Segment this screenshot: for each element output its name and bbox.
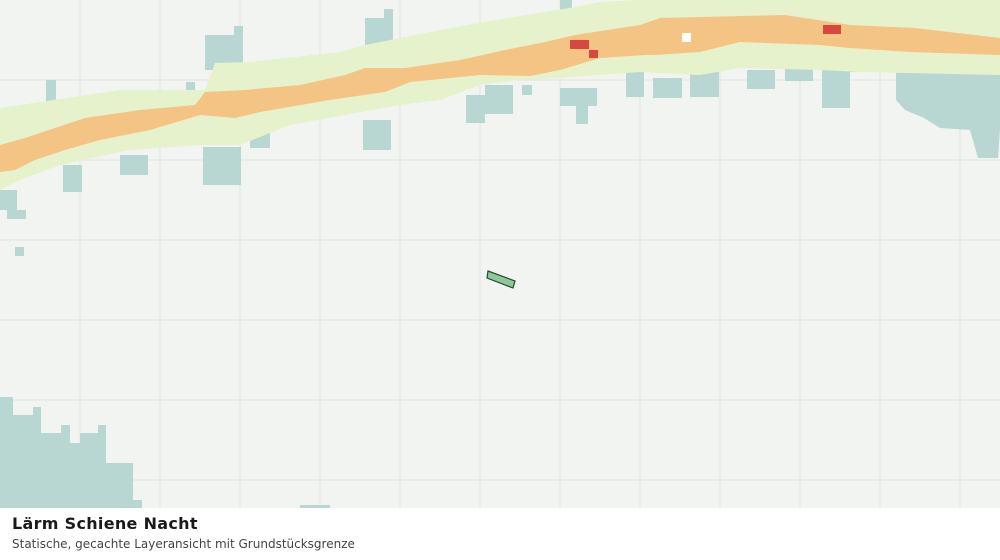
gap xyxy=(682,33,691,42)
layer-title: Lärm Schiene Nacht xyxy=(12,514,198,533)
noise-zone-high xyxy=(570,25,841,58)
teal-areas xyxy=(0,0,1000,508)
noise-zone-low xyxy=(0,0,1000,190)
parcel-boundary xyxy=(486,270,516,289)
caption-bar: Lärm Schiene Nacht Statische, gecachte L… xyxy=(0,508,1000,560)
noise-zone-medium xyxy=(0,15,1000,172)
layer-subtitle: Statische, gecachte Layeransicht mit Gru… xyxy=(12,537,355,551)
